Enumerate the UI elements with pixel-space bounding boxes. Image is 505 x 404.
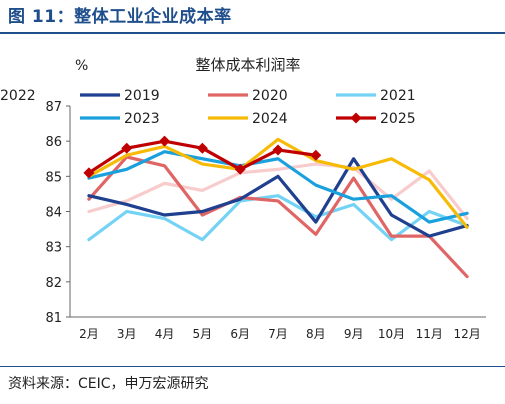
series-line-2020 [87, 155, 469, 279]
x-tick-label: 11月 [416, 327, 443, 341]
y-tick-label: 85 [45, 170, 62, 185]
x-tick-label: 12月 [453, 327, 480, 341]
legend-label-2024: 2024 [252, 111, 288, 127]
x-tick-label: 7月 [268, 327, 288, 341]
y-tick-label: 81 [45, 311, 62, 326]
series-point-2025 [234, 163, 246, 175]
legend-label-2023: 2023 [124, 111, 160, 127]
series-line-2022 [87, 162, 469, 221]
chart-title: 整体成本利润率 [195, 56, 300, 74]
series-line-2021 [87, 194, 469, 242]
legend: 2019 2020 2021 2022 2023 2024 2025 [0, 88, 416, 127]
series-line-2019 [87, 157, 469, 238]
series-layer [83, 135, 469, 279]
series-point-2025 [121, 142, 133, 154]
series-point-2025 [83, 167, 95, 179]
x-tick-label: 5月 [193, 327, 213, 341]
title-rule [0, 32, 505, 34]
x-tick-label: 8月 [306, 327, 326, 341]
legend-label-2022: 2022 [0, 88, 36, 104]
series-point-2025 [159, 135, 171, 147]
x-tick-label: 10月 [378, 327, 405, 341]
y-tick-label: 86 [45, 135, 62, 150]
bottom-rule [0, 366, 505, 367]
legend-label-2020: 2020 [252, 88, 288, 104]
x-tick-label: 6月 [230, 327, 250, 341]
y-tick-label: 82 [45, 276, 62, 291]
x-tick-label: 4月 [155, 327, 175, 341]
legend-label-2019: 2019 [124, 88, 160, 104]
line-chart: 整体成本利润率 % 2019 2020 2021 2022 2023 2024 2025 8… [0, 56, 486, 341]
source-note: 资料来源：CEIC，申万宏源研究 [8, 376, 209, 392]
y-tick-label: 87 [45, 100, 62, 115]
x-tick-label: 3月 [117, 327, 137, 341]
series-point-2025 [272, 144, 284, 156]
figure-title: 图 11：整体工业企业成本率 [8, 7, 232, 27]
x-tick-label: 9月 [344, 327, 364, 341]
y-tick-label: 84 [45, 206, 62, 221]
series-point-2025 [310, 149, 322, 161]
series-point-2025 [196, 142, 208, 154]
y-axis-unit: % [75, 58, 88, 74]
series-line-2024 [87, 137, 469, 229]
y-tick-label: 83 [45, 241, 62, 256]
legend-marker-2025 [350, 112, 362, 124]
axes: 81 82 83 84 85 86 87 2月 3月 4月 5月 6月 7月 8月 9月 10月 11月 12月 [45, 100, 486, 341]
legend-label-2025: 2025 [380, 111, 416, 127]
x-tick-label: 2月 [79, 327, 99, 341]
legend-label-2021: 2021 [380, 88, 416, 104]
series-line-2023 [87, 150, 469, 224]
